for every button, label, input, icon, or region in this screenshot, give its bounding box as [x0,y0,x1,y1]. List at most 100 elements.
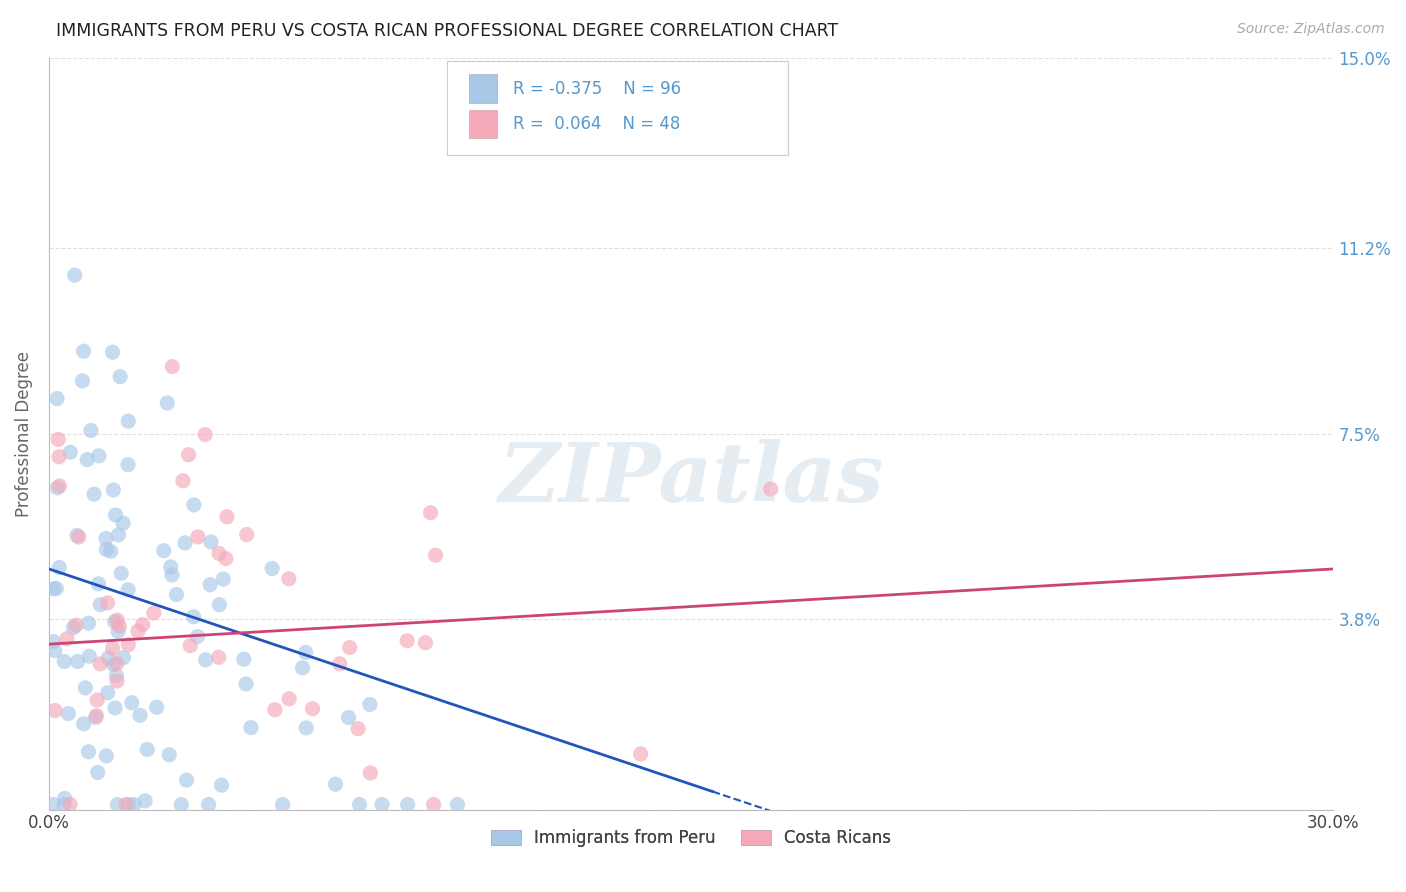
Point [114,797,136,812]
Point [157,747,180,762]
Point [349,797,371,812]
Point [200,535,222,549]
Point [176,773,198,788]
Point [208,650,231,665]
Point [172,474,194,488]
Point [44,704,66,718]
Point [65,618,87,632]
Text: R = -0.375    N = 96: R = -0.375 N = 96 [513,79,681,97]
Point [194,653,217,667]
Point [108,369,131,384]
Point [235,677,257,691]
Point [212,572,235,586]
Point [77,745,100,759]
Point [72,716,94,731]
Point [117,458,139,472]
Point [105,657,128,671]
Text: ZIPatlas: ZIPatlas [499,439,884,519]
Point [177,448,200,462]
Point [62,621,84,635]
Point [759,482,782,496]
Point [53,654,76,668]
Point [186,630,208,644]
Point [56,632,79,646]
Point [79,649,101,664]
Point [96,542,118,557]
Point [103,483,125,497]
Point [162,359,184,374]
Point [122,797,145,812]
Point [97,686,120,700]
Point [127,624,149,638]
Point [75,681,97,695]
Point [232,652,254,666]
Point [72,344,94,359]
Point [264,703,287,717]
Point [329,657,352,671]
Point [42,634,65,648]
Point [105,797,128,812]
Point [76,452,98,467]
Point [87,449,110,463]
Point [48,450,70,464]
Point [59,797,82,812]
Point [67,530,90,544]
Point [48,479,70,493]
Point [325,777,347,791]
Point [131,617,153,632]
Point [80,424,103,438]
Point [371,797,394,812]
Point [359,766,381,780]
Point [46,433,69,447]
Point [630,747,652,761]
Point [46,481,69,495]
Point [108,619,131,633]
Point [166,588,188,602]
Point [112,516,135,531]
Point [183,498,205,512]
Point [159,560,181,574]
Point [46,392,69,406]
Legend: Immigrants from Peru, Costa Ricans: Immigrants from Peru, Costa Ricans [485,822,898,854]
Point [301,701,323,715]
Point [58,706,80,721]
Point [208,546,231,560]
Point [105,673,128,688]
Point [77,616,100,631]
Point [262,561,284,575]
Point [121,696,143,710]
Point [271,797,294,812]
Point [94,532,117,546]
Point [117,414,139,428]
Point [277,572,299,586]
Point [419,506,441,520]
Point [142,606,165,620]
Point [59,445,82,459]
Point [239,721,262,735]
Point [183,609,205,624]
Point [198,577,221,591]
Point [66,655,89,669]
Text: Source: ZipAtlas.com: Source: ZipAtlas.com [1237,22,1385,37]
Point [396,633,419,648]
Point [294,645,316,659]
Point [152,543,174,558]
Point [337,710,360,724]
Point [89,657,111,671]
Point [105,613,128,627]
Point [101,345,124,359]
Point [134,794,156,808]
Point [117,582,139,597]
Point [112,650,135,665]
Point [339,640,361,655]
Point [44,643,66,657]
Point [101,641,124,656]
Point [104,508,127,522]
Point [170,797,193,812]
Point [197,797,219,812]
Point [86,693,108,707]
Point [278,691,301,706]
Point [45,582,67,596]
Point [53,797,76,812]
Point [136,742,159,756]
